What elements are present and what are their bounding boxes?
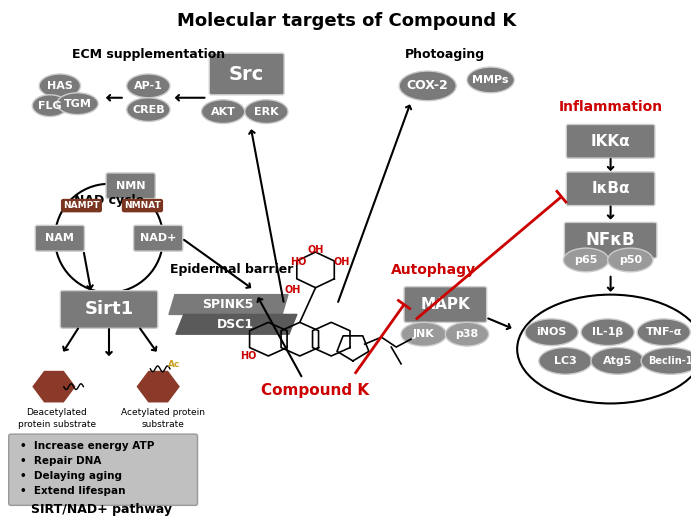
Text: ERK: ERK	[254, 107, 279, 117]
Ellipse shape	[32, 95, 68, 117]
Text: SPINK5: SPINK5	[202, 298, 253, 311]
Ellipse shape	[564, 248, 608, 272]
FancyBboxPatch shape	[35, 226, 85, 251]
Text: Ac: Ac	[168, 361, 180, 369]
Ellipse shape	[581, 319, 634, 345]
FancyBboxPatch shape	[564, 222, 657, 258]
Polygon shape	[169, 295, 288, 314]
Text: DSC1: DSC1	[217, 318, 254, 331]
Text: iNOS: iNOS	[536, 327, 567, 337]
FancyBboxPatch shape	[8, 434, 197, 505]
Text: NAD+: NAD+	[140, 233, 176, 243]
Ellipse shape	[202, 100, 245, 123]
Text: SIRT/NAD+ pathway: SIRT/NAD+ pathway	[31, 503, 172, 516]
Ellipse shape	[127, 98, 170, 121]
Text: MMPs: MMPs	[473, 75, 509, 85]
Ellipse shape	[591, 348, 644, 374]
Polygon shape	[176, 314, 297, 334]
Polygon shape	[136, 371, 180, 402]
Text: Compound K: Compound K	[262, 383, 370, 398]
Ellipse shape	[57, 93, 98, 115]
Text: p65: p65	[574, 255, 598, 265]
Text: OH: OH	[307, 245, 323, 255]
Text: IL-1β: IL-1β	[592, 327, 623, 337]
Text: HO: HO	[290, 257, 306, 267]
Text: Beclin-1: Beclin-1	[648, 356, 693, 366]
Ellipse shape	[445, 322, 489, 346]
Text: p50: p50	[619, 255, 642, 265]
Ellipse shape	[245, 100, 288, 123]
Text: Inflammation: Inflammation	[559, 100, 663, 114]
Text: Acetylated protein
substrate: Acetylated protein substrate	[121, 408, 205, 429]
Text: COX-2: COX-2	[407, 79, 449, 92]
Ellipse shape	[641, 348, 700, 374]
Ellipse shape	[467, 67, 514, 93]
Text: Atg5: Atg5	[603, 356, 632, 366]
Text: •  Delaying aging: • Delaying aging	[20, 470, 122, 481]
FancyBboxPatch shape	[209, 53, 284, 95]
Text: IκBα: IκBα	[592, 181, 630, 196]
Ellipse shape	[399, 71, 456, 101]
Text: OH: OH	[334, 257, 350, 267]
Ellipse shape	[517, 295, 700, 403]
Ellipse shape	[637, 319, 690, 345]
Text: TGM: TGM	[64, 98, 92, 109]
Ellipse shape	[525, 319, 578, 345]
Text: JNK: JNK	[413, 329, 435, 339]
Text: Src: Src	[229, 65, 265, 83]
FancyBboxPatch shape	[404, 287, 486, 322]
FancyBboxPatch shape	[134, 226, 183, 251]
FancyBboxPatch shape	[106, 173, 155, 199]
Text: FLG: FLG	[38, 101, 62, 110]
Text: NMN: NMN	[116, 181, 146, 191]
Text: HO: HO	[241, 351, 257, 361]
Text: TNF-α: TNF-α	[645, 327, 682, 337]
Text: IKKα: IKKα	[591, 134, 631, 149]
FancyBboxPatch shape	[566, 172, 655, 206]
Text: •  Increase energy ATP: • Increase energy ATP	[20, 441, 155, 451]
Text: Molecular targets of Compound K: Molecular targets of Compound K	[177, 11, 517, 30]
Text: NAMPT: NAMPT	[63, 201, 99, 210]
Text: •  Extend lifespan: • Extend lifespan	[20, 486, 126, 495]
Ellipse shape	[39, 74, 80, 98]
Ellipse shape	[127, 74, 170, 98]
Text: HAS: HAS	[47, 81, 73, 91]
Text: Sirt1: Sirt1	[85, 301, 134, 318]
Text: p38: p38	[456, 329, 479, 339]
FancyBboxPatch shape	[60, 291, 158, 328]
Text: •  Repair DNA: • Repair DNA	[20, 456, 102, 466]
Text: NFκB: NFκB	[586, 231, 636, 249]
Text: AP-1: AP-1	[134, 81, 163, 91]
Text: OH: OH	[285, 284, 301, 295]
Polygon shape	[32, 371, 76, 402]
Text: MAPK: MAPK	[421, 297, 470, 312]
Ellipse shape	[608, 248, 653, 272]
FancyBboxPatch shape	[566, 125, 655, 158]
Text: Photoaging: Photoaging	[405, 48, 485, 61]
Text: NMNAT: NMNAT	[124, 201, 161, 210]
Text: NAD cycle: NAD cycle	[74, 194, 144, 207]
Text: Autophagy: Autophagy	[391, 263, 476, 277]
Text: AKT: AKT	[211, 107, 235, 117]
Text: CREB: CREB	[132, 105, 164, 115]
Text: NAM: NAM	[46, 233, 74, 243]
Text: ECM supplementation: ECM supplementation	[72, 48, 225, 61]
Ellipse shape	[401, 322, 447, 346]
Ellipse shape	[539, 348, 592, 374]
Text: Epidermal barrier: Epidermal barrier	[170, 264, 293, 277]
Text: LC3: LC3	[554, 356, 577, 366]
Text: Deacetylated
protein substrate: Deacetylated protein substrate	[18, 408, 96, 429]
